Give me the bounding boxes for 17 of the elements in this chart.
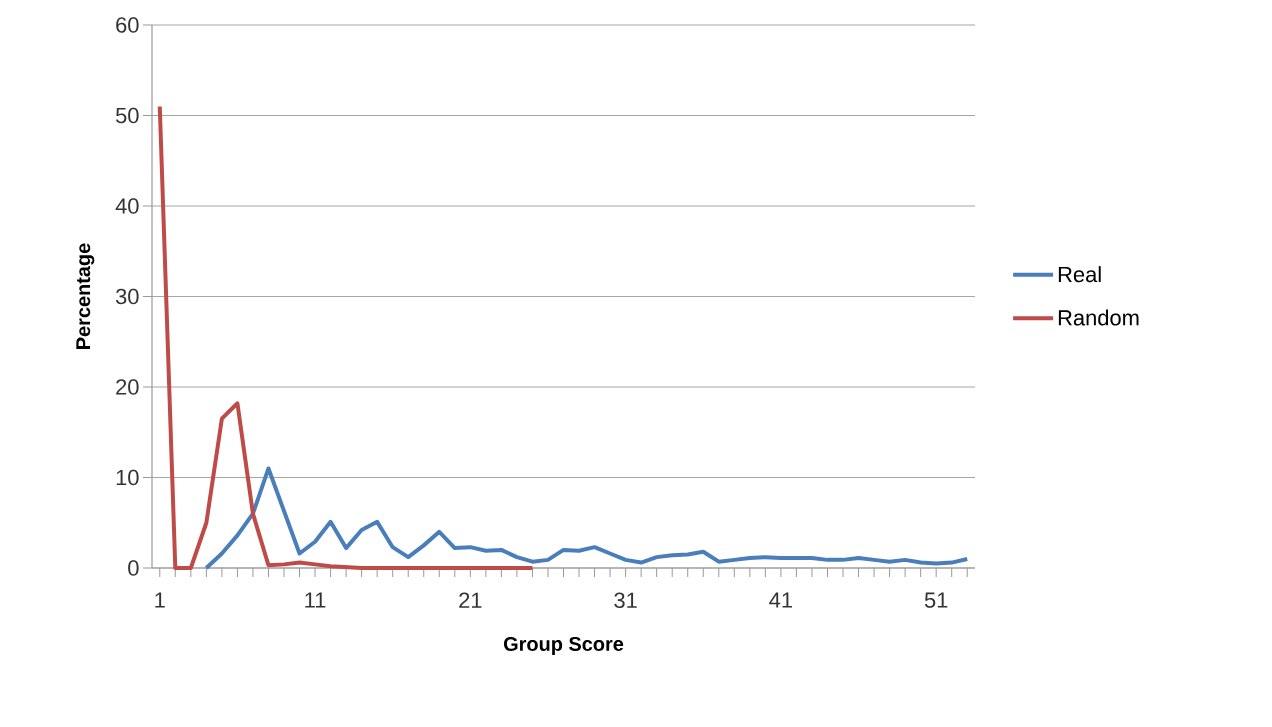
x-tick-label: 41 [769, 592, 793, 608]
x-tick-label: 51 [924, 592, 948, 608]
y-tick-label: 10 [116, 469, 139, 486]
y-tick-label: 20 [116, 379, 139, 395]
y-tick-label: 50 [115, 107, 139, 124]
x-axis-title: Group Score [503, 636, 624, 655]
y-axis-title: Percentage [76, 243, 95, 349]
y-tick-label: 60 [116, 17, 139, 33]
legend-label: Real [1058, 266, 1101, 283]
legend-label: Random [1058, 309, 1139, 326]
x-tick-label: 1 [155, 592, 165, 608]
x-tick-label: 11 [305, 592, 326, 608]
x-tick-label: 31 [614, 592, 637, 609]
y-tick-label: 40 [115, 198, 139, 214]
y-tick-label: 0 [128, 560, 139, 576]
x-tick-label: 21 [459, 592, 482, 608]
y-tick-label: 30 [115, 288, 139, 305]
